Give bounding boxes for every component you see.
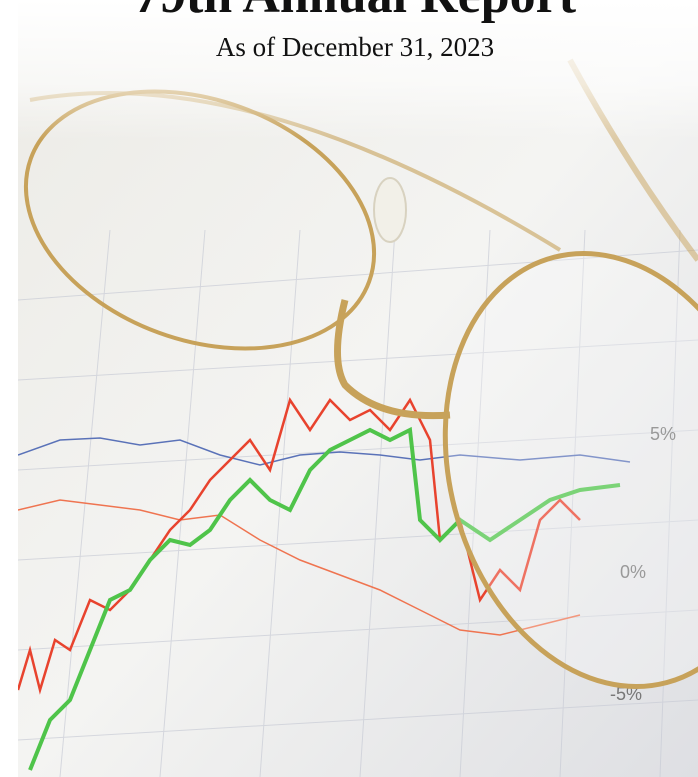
subtitle: As of December 31, 2023: [216, 32, 494, 62]
cover: 5% 0% -5% 79th Annual Report As of Decem…: [0, 0, 698, 777]
cover-photo: 5% 0% -5%: [0, 0, 698, 777]
title: 79th Annual Report: [134, 0, 577, 24]
page: 5% 0% -5% 79th Annual Report As of Decem…: [0, 0, 698, 777]
